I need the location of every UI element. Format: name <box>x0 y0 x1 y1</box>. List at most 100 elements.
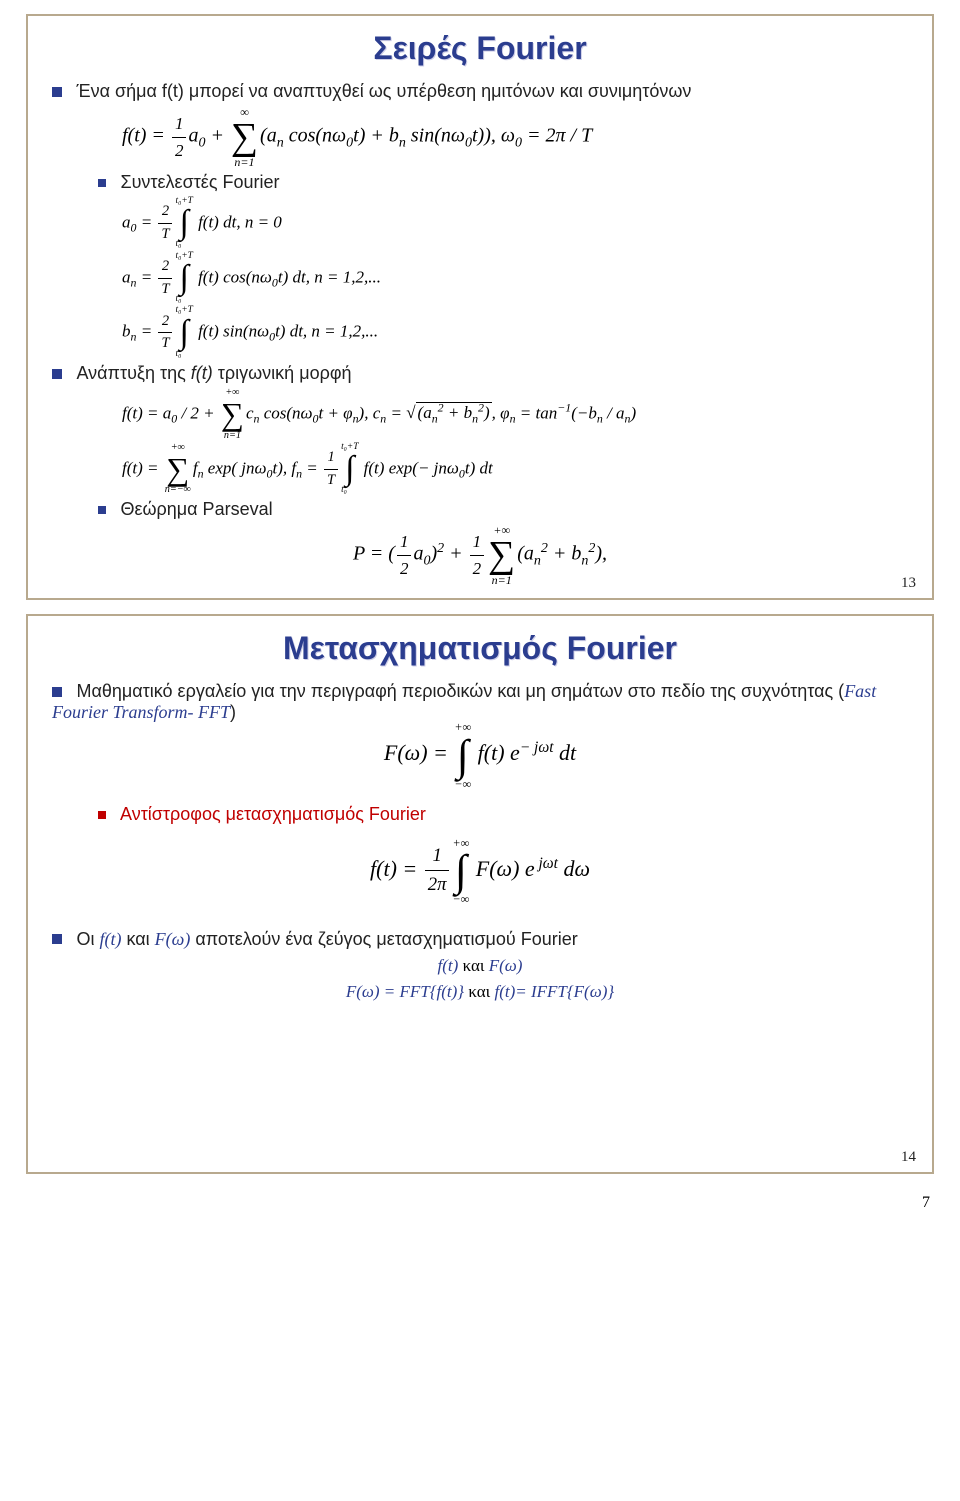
eq-part: (a <box>260 125 277 147</box>
eq-part: ) <box>484 403 490 422</box>
eq-exp-form: f(t) = +∞∑n=−∞fn exp( jnω0t), fn = 1Tt₀+… <box>122 443 908 496</box>
sum-symbol: +∞∑n=−∞ <box>165 443 191 496</box>
bullet-icon <box>98 506 106 514</box>
bullet-math-tool: Μαθηματικό εργαλείο για την περιγραφή πε… <box>52 681 908 723</box>
eq-part: sin(nω <box>406 125 465 147</box>
eq-part: , φ <box>492 403 510 422</box>
frac-den: T <box>324 470 338 492</box>
eq-part: f(t) e <box>472 741 520 766</box>
frac-num: 1 <box>324 447 338 470</box>
slide-title: Μετασχηματισμός Fourier <box>52 630 908 667</box>
eq-part: f(t) = a <box>122 403 171 422</box>
text-emphasis: f(t)= IFFT{F(ω)} <box>495 982 615 1001</box>
eq-inverse-ft: f(t) = 12π+∞∫−∞ F(ω) e jωt dω <box>52 837 908 905</box>
eq-part: exp( jnω <box>204 458 267 477</box>
eq-part: = <box>136 322 156 341</box>
eq-sup: − jωt <box>520 739 554 756</box>
eq-part: + <box>205 125 229 147</box>
sum-symbol: +∞∑n=1 <box>221 388 244 441</box>
bullet-signal-expansion: Ένα σήμα f(t) μπορεί να αναπτυχθεί ως υπ… <box>52 81 908 102</box>
inverse-heading: Αντίστροφος μετασχηματισμός Fourier <box>98 804 908 825</box>
int-bot: −∞ <box>452 893 469 905</box>
sum-bot: n=−∞ <box>165 485 191 495</box>
integral-symbol: t₀+T∫t₀ <box>175 252 192 305</box>
eq-part: a <box>122 267 131 286</box>
eq-part: (−b <box>571 403 597 422</box>
text-emphasis: f(t) <box>99 929 121 949</box>
eq-sup: 2 <box>541 541 548 556</box>
frac-num: 2 <box>158 311 172 334</box>
eq-part: = 2π / T <box>522 125 592 147</box>
frac-den: 2 <box>397 556 412 582</box>
integral-symbol: +∞∫−∞ <box>452 837 469 905</box>
eq-sub: n <box>534 554 541 569</box>
sum-bot: n=1 <box>488 574 515 586</box>
sqrt-symbol: (an2 + bn2) <box>406 400 491 429</box>
eq-part: f(t) = <box>122 125 170 147</box>
slide-title: Σειρές Fourier <box>52 30 908 67</box>
heading-text: Αντίστροφος μετασχηματισμός Fourier <box>120 804 426 824</box>
eq-a0: a0 = 2Tt₀+T∫t₀ f(t) dt, n = 0 <box>122 197 908 250</box>
bullet-icon <box>98 811 106 819</box>
bullet-text: Μαθηματικό εργαλείο για την περιγραφή πε… <box>52 681 876 722</box>
text-part: και <box>464 982 494 1001</box>
int-bot: −∞ <box>454 778 471 790</box>
eq-part: b <box>122 322 131 341</box>
eq-part: ), <box>595 543 607 565</box>
frac-den: 2 <box>470 556 485 582</box>
integral-symbol: t₀+T∫t₀ <box>341 443 358 496</box>
eq-part: f(t) = <box>370 856 423 881</box>
eq-part: a <box>188 125 198 147</box>
frac-den: 2π <box>425 871 450 899</box>
int-bot: t₀ <box>341 486 358 495</box>
eq-sup: −1 <box>557 401 571 415</box>
eq-part: t) dt, n = 1,2,... <box>278 267 381 286</box>
pair-line-1: f(t) και F(ω) <box>52 956 908 976</box>
eq-trig-form: f(t) = a0 / 2 + +∞∑n=1cn cos(nω0t + φn),… <box>122 388 908 441</box>
eq-part: t), f <box>272 458 296 477</box>
text-emphasis: F(ω) <box>489 956 523 975</box>
eq-part: + b <box>444 403 472 422</box>
slide-number: 14 <box>901 1149 916 1166</box>
eq-part: t) dt, n = 1,2,... <box>275 322 378 341</box>
eq-part: dω <box>558 856 590 881</box>
frac-den: T <box>158 333 172 355</box>
text-emphasis: F(ω) = FFT{f(t)} <box>346 982 464 1001</box>
eq-part: F(ω) = <box>384 741 453 766</box>
text-part: αποτελούν ένα ζεύγος μετασχηματισμού Fou… <box>190 929 577 949</box>
eq-part: = <box>136 267 156 286</box>
eq-part: = tan <box>516 403 558 422</box>
text-italic: f(t) <box>191 363 218 383</box>
eq-part: + b <box>548 543 582 565</box>
eq-sub: 0 <box>515 136 522 151</box>
slide-fourier-series: Σειρές Fourier Ένα σήμα f(t) μπορεί να α… <box>26 14 934 600</box>
int-bot: t₀ <box>175 350 192 359</box>
bullet-text: Συντελεστές Fourier <box>120 172 279 192</box>
eq-part: = <box>302 458 322 477</box>
eq-part: f(t) cos(nω <box>194 267 272 286</box>
text-emphasis: f(t) <box>438 956 459 975</box>
slide-fourier-transform: Μετασχηματισμός Fourier Μαθηματικό εργαλ… <box>26 614 934 1174</box>
int-bot: t₀ <box>175 240 192 249</box>
bullet-icon <box>52 934 62 944</box>
eq-sup: jωt <box>535 854 558 871</box>
eq-an: an = 2Tt₀+T∫t₀ f(t) cos(nω0t) dt, n = 1,… <box>122 252 908 305</box>
text-part: και <box>458 956 488 975</box>
eq-part: cos(nω <box>259 403 312 422</box>
eq-sub: n <box>581 554 588 569</box>
text-part: τριγωνική μορφή <box>218 363 352 383</box>
bullet-icon <box>52 687 62 697</box>
eq-part: = <box>386 403 406 422</box>
bullet-icon <box>52 369 62 379</box>
frac-den: T <box>158 224 172 246</box>
eq-part: f(t) = <box>122 458 163 477</box>
integral-symbol: +∞∫−∞ <box>454 721 471 789</box>
eq-bn: bn = 2Tt₀+T∫t₀ f(t) sin(nω0t) dt, n = 1,… <box>122 306 908 359</box>
frac-den: 2 <box>172 138 187 164</box>
bullet-text: Ένα σήμα f(t) μπορεί να αναπτυχθεί ως υπ… <box>76 81 691 101</box>
text-part: και <box>121 929 154 949</box>
eq-sub: 0 <box>465 136 472 151</box>
text-emphasis: F(ω) <box>155 929 191 949</box>
int-bot: t₀ <box>175 295 192 304</box>
eq-part: t) + b <box>353 125 399 147</box>
